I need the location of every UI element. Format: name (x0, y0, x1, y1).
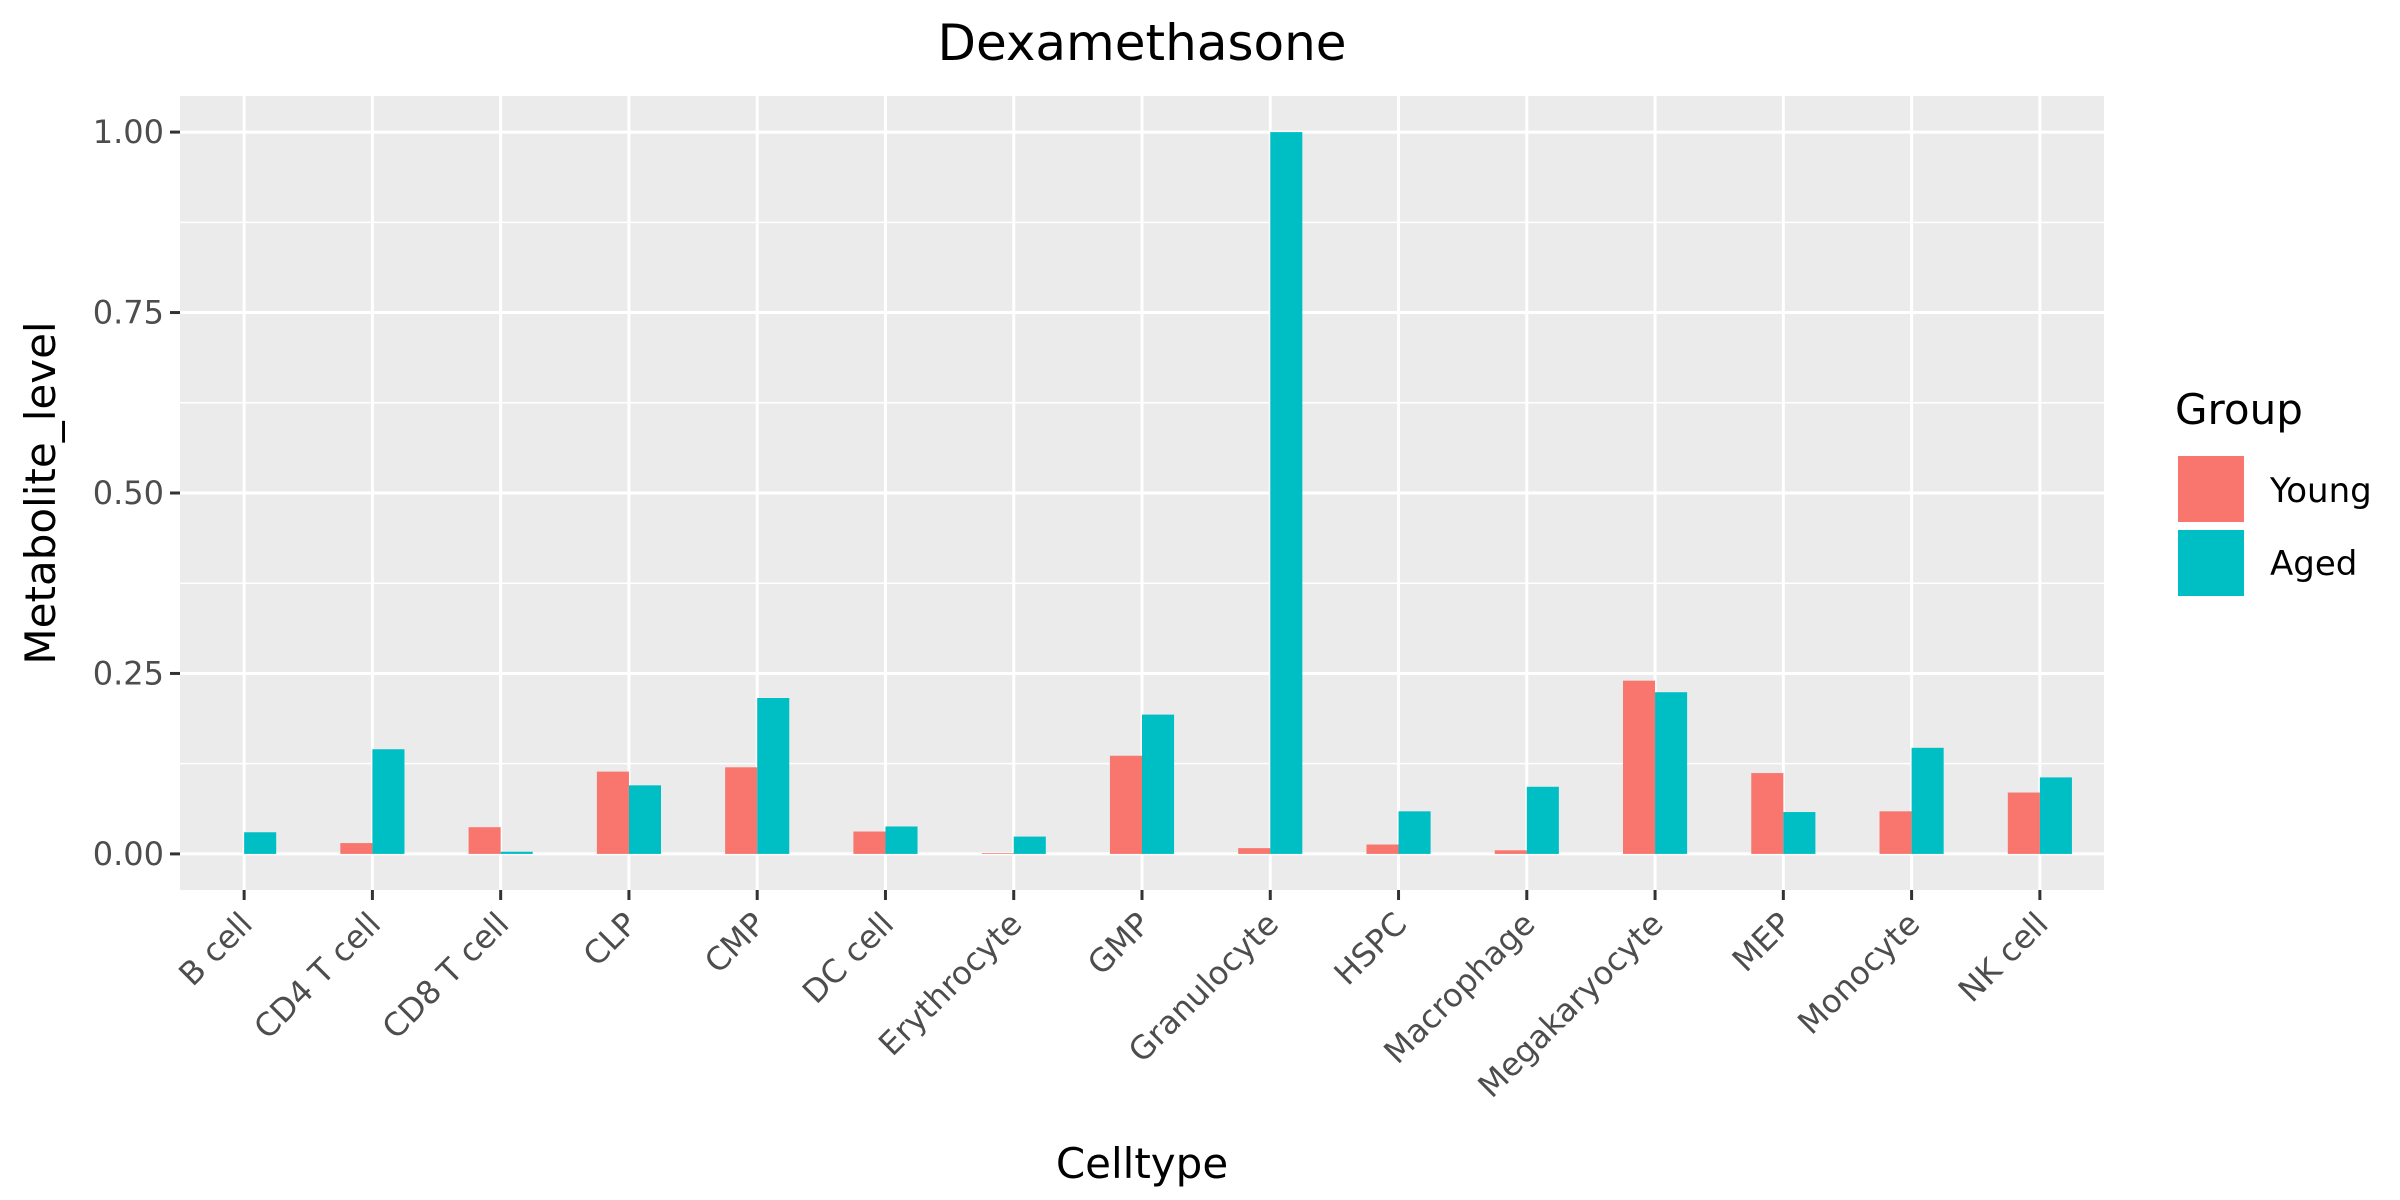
legend-item-young: Young (2178, 456, 2372, 522)
bar-young (1879, 811, 1912, 854)
bar-young (468, 827, 501, 854)
legend-label-young: Young (2269, 471, 2372, 511)
bar-young (725, 767, 758, 854)
y-tick-label: 0.25 (93, 654, 164, 692)
x-tick-label: CLP (576, 905, 645, 974)
bar-aged (1142, 714, 1175, 854)
bar-aged (500, 851, 533, 854)
x-tick-label: CMP (697, 905, 773, 981)
bar-young (1751, 773, 1784, 854)
legend-item-aged: Aged (2178, 530, 2357, 596)
x-tick-label: GMP (1080, 905, 1158, 983)
bar-young (1366, 844, 1399, 854)
y-tick-label: 0.00 (93, 835, 164, 873)
bar-aged (244, 832, 277, 854)
x-tick-label: Monocyte (1790, 905, 1927, 1042)
bar-aged (1655, 692, 1688, 854)
bar-aged (757, 697, 790, 854)
x-tick-label: DC cell (795, 905, 901, 1011)
y-tick-label: 0.50 (93, 474, 164, 512)
bar-young (1109, 755, 1142, 854)
chart-title: Dexamethasone (937, 14, 1346, 72)
x-tick-label: CD8 T cell (375, 905, 517, 1047)
legend-label-aged: Aged (2270, 544, 2357, 584)
bar-aged (1526, 786, 1559, 854)
x-tick-label: NK cell (1951, 905, 2056, 1010)
legend-swatch-young (2178, 456, 2244, 522)
bar-aged (372, 749, 405, 854)
bars (244, 132, 2072, 854)
x-tick-label: HSPC (1326, 905, 1414, 993)
bar-young (853, 831, 886, 854)
bar-young (1238, 848, 1271, 854)
x-axis-title: Celltype (1056, 1139, 1228, 1188)
y-tick-label: 1.00 (93, 113, 164, 151)
bar-young (1494, 850, 1527, 854)
y-tick-label: 0.75 (93, 294, 164, 332)
bar-aged (1270, 132, 1303, 854)
bar-young (596, 771, 629, 854)
legend-swatch-aged (2178, 530, 2244, 596)
bar-aged (885, 826, 918, 854)
bar-aged (1013, 836, 1046, 854)
legend-title: Group (2175, 385, 2303, 434)
bar-aged (1398, 811, 1431, 854)
x-tick-label: CD4 T cell (246, 905, 388, 1047)
x-tick-label: MEP (1725, 905, 1799, 979)
x-tick-label: B cell (171, 905, 260, 994)
bar-young (981, 853, 1014, 854)
y-axis-title: Metabolite_level (16, 321, 65, 664)
legend: Group Young Aged (2175, 385, 2372, 596)
bar-young (2007, 792, 2040, 854)
bar-young (340, 843, 373, 854)
bar-aged (2039, 777, 2072, 854)
bar-aged (628, 785, 661, 854)
bar-aged (1783, 812, 1816, 854)
bar-young (1623, 680, 1656, 854)
bar-aged (1911, 747, 1944, 854)
